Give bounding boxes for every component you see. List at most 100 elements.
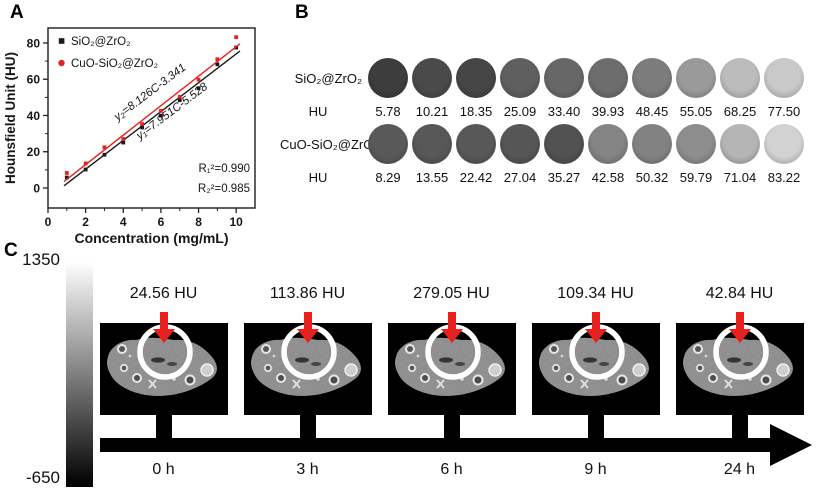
y-tick-label: 0 <box>33 181 40 195</box>
x-tick-label: 0 <box>45 215 52 229</box>
ct-hu-label: 279.05 HU <box>413 285 490 302</box>
sample-well <box>544 58 584 98</box>
y-axis-title: Hounsfield Unit (HU) <box>3 52 18 184</box>
sample-row: SiO₂@ZrO₂ <box>280 56 819 100</box>
x-tick-label: 6 <box>158 215 165 229</box>
sample-well <box>368 58 408 98</box>
sample-cell <box>542 124 586 164</box>
concentration-hu-chart: 0 2 4 6 8 10 0 20 40 60 80 Concentration (mg/mL) Hou… <box>3 27 256 246</box>
data-point <box>64 171 69 175</box>
sample-cell <box>454 58 498 98</box>
time-label: 6 h <box>440 461 463 478</box>
hu-value: 27.04 <box>503 169 537 185</box>
timeline-station: 24.56 HU 0 h <box>92 240 236 495</box>
timeline-connector <box>443 415 460 439</box>
arrow-head <box>584 329 607 343</box>
down-arrow-icon <box>296 312 319 343</box>
x-axis-title: Concentration (mg/mL) <box>75 230 229 246</box>
sample-cell <box>586 58 630 98</box>
data-point <box>64 175 69 180</box>
data-point <box>196 86 201 91</box>
hu-value: 33.40 <box>547 103 581 119</box>
hu-value: 48.45 <box>635 103 669 119</box>
time-label: 24 h <box>723 461 756 478</box>
sample-cell <box>410 58 454 98</box>
hu-label: HU <box>308 103 328 119</box>
panel-c: C 1350 -650 24.56 HU 0 h 113.86 HU 3 h 279.0… <box>0 240 819 495</box>
arrow-stem <box>303 312 312 331</box>
timeline-station: 42.84 HU 24 h <box>668 240 812 495</box>
row-label: SiO₂@ZrO₂ <box>294 70 362 86</box>
sample-well <box>720 58 760 98</box>
data-point <box>234 35 239 40</box>
data-point <box>83 161 88 166</box>
fit-line <box>63 50 241 187</box>
sample-cell <box>718 124 762 164</box>
sample-well <box>500 58 540 98</box>
sample-well <box>720 124 760 164</box>
sample-well <box>368 124 408 164</box>
ct-hu-label: 42.84 HU <box>705 285 774 302</box>
data-point <box>159 108 163 113</box>
sample-well <box>676 124 716 164</box>
sample-cell <box>498 124 542 164</box>
panel-a: A 0 2 4 6 8 10 0 20 40 60 80 Concentration (mg/mL) H… <box>0 0 290 250</box>
hu-row: HU 5.78 10.21 18.35 25.09 33.40 39.93 48.45 55.0… <box>280 102 819 120</box>
down-arrow-icon <box>584 312 607 343</box>
ct-hu-label: 109.34 HU <box>557 285 634 302</box>
fit-line <box>63 43 241 183</box>
hu-label: HU <box>308 169 328 185</box>
data-point <box>140 122 144 126</box>
sample-well <box>412 124 452 164</box>
y-tick-label: 40 <box>27 109 41 123</box>
legend-label: CuO-SiO₂@ZrO₂ <box>71 58 158 70</box>
sample-cell <box>366 58 410 98</box>
legend-marker <box>58 59 65 67</box>
x-tick-label: 2 <box>82 215 89 229</box>
x-tick-label: 10 <box>230 215 244 229</box>
arrow-stem <box>159 312 168 331</box>
arrow-head <box>440 329 463 343</box>
hu-value: 71.04 <box>723 169 757 185</box>
legend-label: SiO₂@ZrO₂ <box>71 36 131 48</box>
sample-grid: SiO₂@ZrO₂ HU 5.78 10.21 18.35 25.09 33.40 39.93… <box>280 56 819 188</box>
down-arrow-icon <box>728 312 751 343</box>
hu-value: 42.58 <box>591 169 625 185</box>
panel-c-label: C <box>4 240 18 261</box>
timeline-connector <box>155 415 172 439</box>
sample-well <box>456 58 496 98</box>
colorbar-min-label: -650 <box>25 468 60 487</box>
hu-value: 55.05 <box>679 103 713 119</box>
hu-value: 68.25 <box>723 103 757 119</box>
data-point <box>102 145 107 150</box>
arrow-stem <box>447 312 456 331</box>
sample-cell <box>630 58 674 98</box>
timeline-connector <box>299 415 316 439</box>
y-tick-label: 20 <box>27 145 41 159</box>
sample-cell <box>454 124 498 164</box>
timeline-bar <box>100 438 772 452</box>
sample-cell <box>410 124 454 164</box>
ct-hu-label: 24.56 HU <box>129 285 198 302</box>
data-point <box>196 77 201 82</box>
sample-well <box>764 58 804 98</box>
time-label: 9 h <box>584 461 607 478</box>
data-point <box>102 152 107 157</box>
data-point <box>140 125 144 130</box>
sample-cell <box>718 58 762 98</box>
sample-well <box>588 124 628 164</box>
data-point <box>215 62 220 67</box>
sample-well <box>456 124 496 164</box>
time-label: 0 h <box>152 461 175 478</box>
data-point <box>177 94 182 99</box>
hu-value: 83.22 <box>767 169 801 185</box>
sample-cell <box>762 124 806 164</box>
sample-well <box>676 58 716 98</box>
time-label: 3 h <box>296 461 319 478</box>
hu-value: 10.21 <box>415 103 449 119</box>
down-arrow-icon <box>440 312 463 343</box>
data-point <box>121 140 126 145</box>
hu-value: 35.27 <box>547 169 581 185</box>
sample-well <box>632 58 672 98</box>
